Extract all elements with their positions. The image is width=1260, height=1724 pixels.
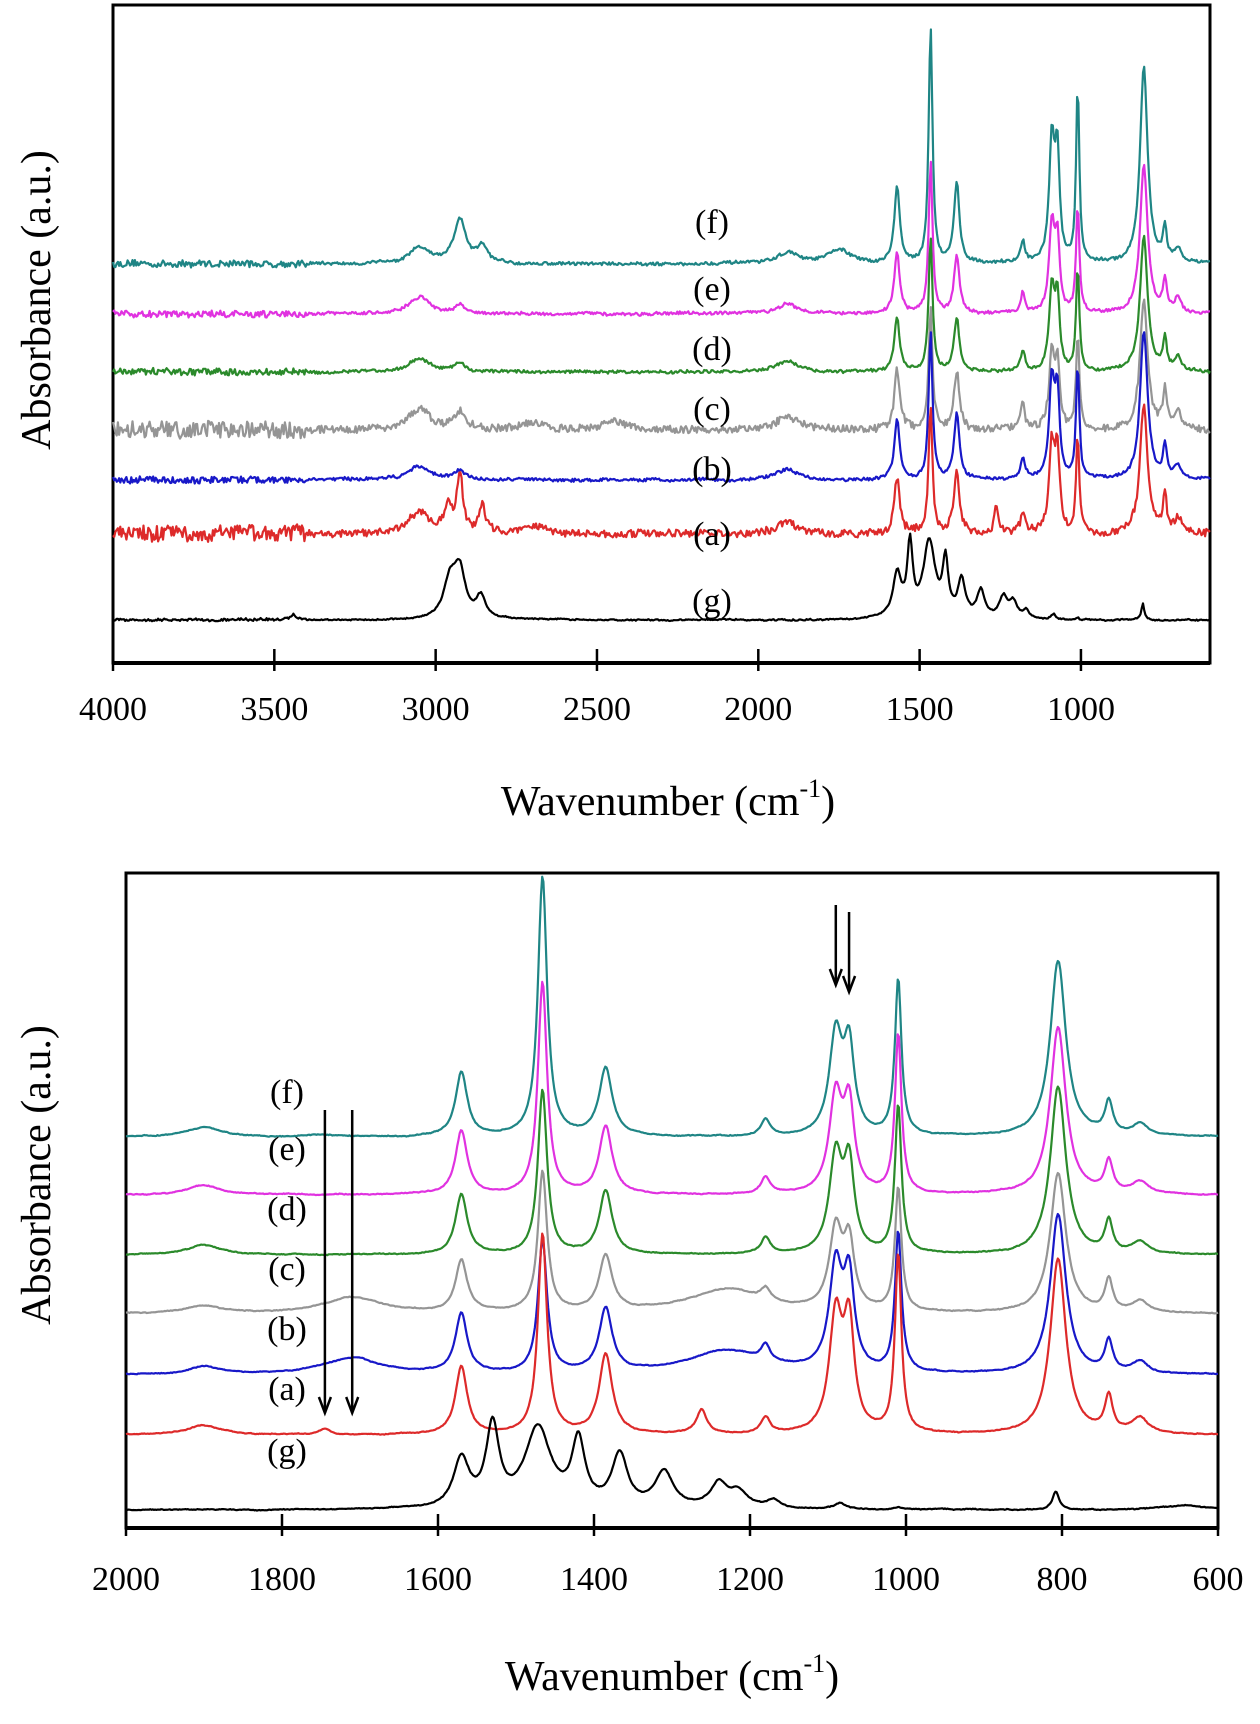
x-tick-label: 2000 <box>92 1561 160 1598</box>
spectrum-line-g <box>125 1415 1219 1512</box>
top-x-ticks <box>111 649 1083 671</box>
x-tick-label: 1000 <box>1047 691 1115 728</box>
bottom-x-axis-title-main: Wavenumber (cm <box>505 1654 804 1700</box>
bottom-curves <box>125 875 1219 1512</box>
top-x-axis-title: Wavenumber (cm-1) <box>501 774 835 825</box>
bottom-x-tick-labels: 2000 1800 1600 1400 1200 1000 800 600 <box>92 1561 1244 1598</box>
curve-label-g: (g) <box>267 1433 307 1470</box>
annotation-arrow <box>828 905 843 989</box>
curve-label-b: (b) <box>267 1311 307 1348</box>
spectrum-line-g <box>112 532 1211 623</box>
top-x-axis-title-main: Wavenumber (cm <box>501 779 800 825</box>
annotation-arrow <box>841 912 857 996</box>
spectrum-line-d <box>112 234 1211 377</box>
bottom-curve-labels: (f) (e) (d) (c) (b) (a) (g) <box>267 1074 307 1470</box>
spectrum-line-d <box>125 1085 1219 1257</box>
bottom-annotation-arrows <box>317 905 857 1417</box>
x-tick-label: 3000 <box>402 691 470 728</box>
x-tick-label: 2000 <box>724 691 792 728</box>
top-x-axis-title-sup: -1 <box>799 774 821 803</box>
x-tick-label: 4000 <box>79 691 147 728</box>
spectrum-line-c <box>111 298 1211 440</box>
curve-label-c: (c) <box>268 1251 306 1288</box>
bottom-panel: 2000 1800 1600 1400 1200 1000 800 600 (f) (e) (d)… <box>14 871 1244 1700</box>
x-tick-label: 1500 <box>886 691 954 728</box>
top-curves <box>111 28 1211 623</box>
curve-label-c: (c) <box>693 391 731 428</box>
bottom-x-axis-title: Wavenumber (cm-1) <box>505 1649 839 1700</box>
curve-label-e: (e) <box>268 1131 306 1168</box>
curve-label-f: (f) <box>270 1074 304 1111</box>
spectrum-line-e <box>112 160 1211 319</box>
curve-label-d: (d) <box>267 1191 307 1228</box>
spectrum-line-a <box>125 1232 1219 1436</box>
spectrum-line-c <box>125 1169 1219 1315</box>
curve-label-a: (a) <box>268 1371 306 1408</box>
spectrum-line-b <box>125 1212 1219 1376</box>
x-tick-label: 1200 <box>716 1561 784 1598</box>
top-y-axis-title: Absorbance (a.u.) <box>14 150 60 450</box>
curve-label-b: (b) <box>692 451 732 488</box>
top-plot-frame <box>111 3 1212 665</box>
top-curve-labels: (f) (e) (d) (c) (b) (a) (g) <box>692 204 732 620</box>
x-tick-label: 3500 <box>240 691 308 728</box>
bottom-x-axis-title-sup: -1 <box>803 1649 825 1678</box>
spectrum-line-f <box>125 875 1219 1138</box>
curve-label-e: (e) <box>693 271 731 308</box>
curve-label-g: (g) <box>692 583 732 620</box>
spectrum-line-e <box>125 980 1219 1197</box>
top-panel: 4000 3500 3000 2500 2000 1500 1000 (f) (e) (d) (c… <box>14 3 1212 825</box>
top-x-tick-labels: 4000 3500 3000 2500 2000 1500 1000 <box>79 691 1115 728</box>
annotation-arrow <box>317 1110 333 1417</box>
x-tick-label: 2500 <box>563 691 631 728</box>
x-tick-label: 600 <box>1193 1561 1244 1598</box>
bottom-x-ticks <box>124 1514 1220 1536</box>
curve-label-f: (f) <box>695 204 729 241</box>
x-tick-label: 800 <box>1037 1561 1088 1598</box>
annotation-arrow <box>345 1110 360 1417</box>
x-tick-label: 1400 <box>560 1561 628 1598</box>
top-x-axis-title-close: ) <box>821 779 835 825</box>
bottom-x-axis-title-close: ) <box>825 1654 839 1700</box>
x-tick-label: 1000 <box>872 1561 940 1598</box>
spectrum-line-f <box>111 28 1211 269</box>
bottom-y-axis-title: Absorbance (a.u.) <box>14 1025 60 1325</box>
curve-label-a: (a) <box>693 516 731 553</box>
x-tick-label: 1800 <box>248 1561 316 1598</box>
spectrum-line-a <box>112 403 1211 543</box>
spectrum-line-b <box>111 331 1211 485</box>
x-tick-label: 1600 <box>404 1561 472 1598</box>
curve-label-d: (d) <box>692 331 732 368</box>
